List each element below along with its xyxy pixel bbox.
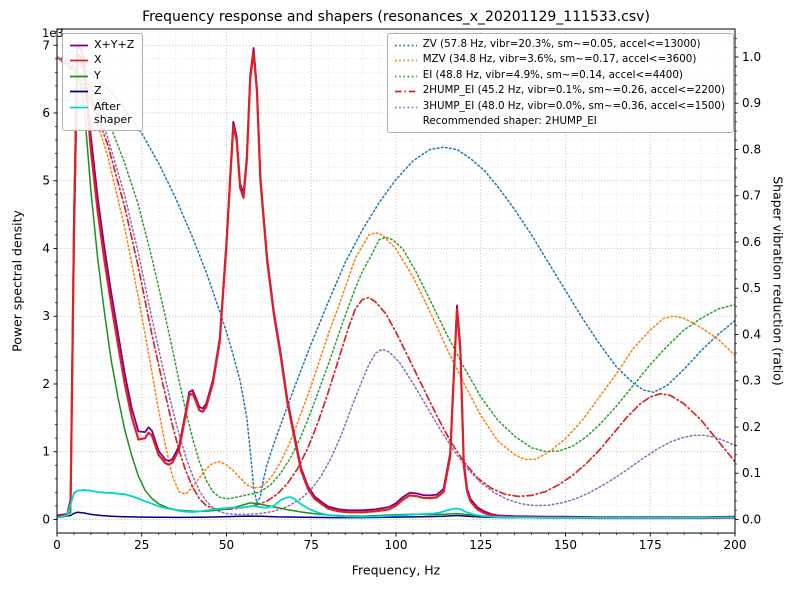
- legend-psd-item-0: X+Y+Z: [69, 38, 134, 51]
- legend-item-label: EI (48.8 Hz, vibr=4.9%, sm~=0.14, accel<…: [422, 68, 683, 81]
- svg-text:1: 1: [42, 445, 50, 459]
- series-2hump-ei: [57, 56, 735, 511]
- svg-text:5: 5: [42, 174, 50, 188]
- legend-item-label: X+Y+Z: [94, 38, 135, 51]
- svg-text:7: 7: [42, 38, 50, 52]
- legend-psd-item-1: X: [69, 53, 134, 66]
- svg-text:150: 150: [554, 538, 577, 552]
- legend-item-label: ZV (57.8 Hz, vibr=20.3%, sm~=0.05, accel…: [422, 38, 701, 50]
- legend-psd-item-2: Y: [69, 69, 134, 82]
- legend-shaper-item-2: EI (48.8 Hz, vibr=4.9%, sm~=0.14, accel<…: [394, 69, 725, 82]
- svg-text:0.5: 0.5: [742, 281, 761, 295]
- series-y: [57, 71, 735, 519]
- svg-text:200: 200: [724, 538, 747, 552]
- svg-text:0.9: 0.9: [742, 96, 761, 110]
- legend-line-sample: [69, 53, 89, 65]
- svg-text:0.0: 0.0: [742, 512, 761, 526]
- legend-line-sample: [394, 69, 418, 81]
- svg-text:50: 50: [219, 538, 234, 552]
- chart-title: Frequency response and shapers (resonanc…: [142, 9, 650, 25]
- svg-text:6: 6: [42, 106, 50, 120]
- legend-line-sample: [69, 38, 89, 50]
- legend-psd-item-4: After shaper: [69, 100, 134, 127]
- svg-text:175: 175: [639, 538, 662, 552]
- legend-item-label: 3HUMP_EI (48.0 Hz, vibr=0.0%, sm~=0.36, …: [422, 99, 725, 112]
- legend-psd: X+Y+Z X Y Z After shaper: [62, 33, 144, 132]
- left-axis-offset-text: 1e3: [42, 26, 64, 40]
- svg-text:0.3: 0.3: [742, 374, 761, 388]
- legend-line-sample: [69, 84, 89, 96]
- legend-line-sample: [394, 53, 418, 65]
- svg-text:0.1: 0.1: [742, 466, 761, 480]
- legend-item-label: Z: [94, 84, 102, 98]
- svg-text:1.0: 1.0: [742, 50, 761, 64]
- legend-item-label: 2HUMP_EI (45.2 Hz, vibr=0.1%, sm~=0.26, …: [422, 84, 725, 97]
- legend-line-sample: [69, 69, 89, 81]
- legend-shaper-item-0: ZV (57.8 Hz, vibr=20.3%, sm~=0.05, accel…: [394, 38, 725, 51]
- legend-shaper-item-4: 3HUMP_EI (48.0 Hz, vibr=0.0%, sm~=0.36, …: [394, 100, 725, 113]
- svg-text:0.7: 0.7: [742, 189, 761, 203]
- svg-text:0.8: 0.8: [742, 142, 761, 156]
- series-after-shaper: [57, 489, 735, 519]
- svg-text:0.4: 0.4: [742, 327, 761, 341]
- svg-text:0: 0: [53, 538, 61, 552]
- x-axis-label: Frequency, Hz: [351, 562, 441, 578]
- right-axis-label: Shaper vibration reduction (ratio): [770, 176, 786, 386]
- series-mzv: [57, 56, 735, 495]
- legend-shaper-item-1: MZV (34.8 Hz, vibr=3.6%, sm~=0.17, accel…: [394, 53, 725, 66]
- series-ei: [57, 56, 735, 500]
- legend-line-sample: [394, 84, 418, 96]
- series-3hump-ei: [57, 56, 735, 516]
- svg-text:0.6: 0.6: [742, 235, 761, 249]
- svg-text:0.2: 0.2: [742, 420, 761, 434]
- legend-line-sample: [394, 100, 418, 112]
- legend-shapers: ZV (57.8 Hz, vibr=20.3%, sm~=0.05, accel…: [386, 33, 734, 134]
- svg-text:125: 125: [469, 538, 492, 552]
- series-zv: [57, 56, 735, 505]
- legend-item-label: After shaper: [94, 99, 132, 127]
- left-axis-label: Power spectral density: [9, 210, 25, 352]
- svg-text:2: 2: [42, 377, 50, 391]
- svg-text:4: 4: [42, 241, 50, 255]
- recommended-shaper-note: Recommended shaper: 2HUMP_EI: [422, 114, 597, 127]
- legend-psd-item-3: Z: [69, 84, 134, 97]
- legend-item-label: Y: [94, 68, 101, 82]
- svg-text:75: 75: [304, 538, 319, 552]
- legend-shaper-item-3: 2HUMP_EI (45.2 Hz, vibr=0.1%, sm~=0.26, …: [394, 84, 725, 97]
- svg-text:3: 3: [42, 309, 50, 323]
- series-x: [57, 50, 735, 520]
- legend-line-sample: [69, 100, 89, 112]
- svg-text:100: 100: [385, 538, 408, 552]
- svg-text:25: 25: [134, 538, 149, 552]
- legend-line-sample: [394, 38, 418, 50]
- legend-item-label: MZV (34.8 Hz, vibr=3.6%, sm~=0.17, accel…: [422, 53, 697, 66]
- svg-text:0: 0: [42, 512, 50, 526]
- legend-item-label: X: [94, 53, 102, 67]
